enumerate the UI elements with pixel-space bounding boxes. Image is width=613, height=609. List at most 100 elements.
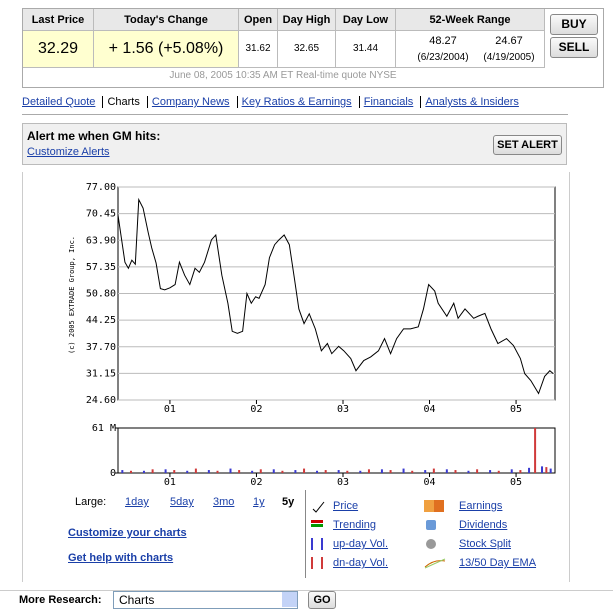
range-option[interactable]: 1y [253,496,265,508]
volume-bar [541,466,544,473]
timestamp: June 08, 2005 10:35 AM ET Real-time quot… [169,70,397,81]
copyright: (c) 2005 EXTRADE Group, Inc. [68,236,76,354]
volume-bar [337,470,340,473]
volume-bar [164,469,167,473]
alert-label: Alert me when GM hits: [27,129,161,143]
go-button[interactable]: GO [308,591,336,609]
open: 31.62 [239,31,278,67]
x-tick-label: 02 [250,404,262,415]
nav-link[interactable]: Financials [363,96,414,108]
day-high: 32.65 [278,31,336,67]
header: 52-Week Range [396,9,544,31]
divider [305,490,306,578]
legend-entry[interactable]: Earnings [459,500,503,512]
range-option[interactable]: 3mo [213,496,235,508]
header: Today's Change [94,9,239,31]
volume-bar [207,470,210,473]
customize-alerts[interactable]: Customize Alerts [27,146,110,158]
volume-bar [129,470,132,473]
legend-entry[interactable]: Price [333,500,359,512]
research-select[interactable]: Charts [113,591,298,609]
volume-bar [194,468,197,473]
x-tick-label: 05 [510,404,522,415]
nav: Detailed Quote Charts Company News Key R… [22,96,519,108]
legend-entry[interactable]: 13/50 Day EMA [459,557,537,569]
x-tick-label: 03 [337,477,349,488]
legend-entry[interactable]: up-day Vol. [333,538,389,550]
x-tick-label: 02 [250,477,262,488]
volume-bar [402,468,405,473]
y-tick-label: 70.45 [86,209,116,220]
volume-bar [281,470,284,473]
volume-bar [489,470,492,473]
nav-link[interactable]: Detailed Quote [22,96,96,108]
trending-icon [311,520,323,523]
legend-entry[interactable]: Trending [333,519,377,531]
legend-entry[interactable]: dn-day Vol. [333,557,389,569]
volume-bar [545,467,548,473]
plot-area [117,427,556,474]
volume-bar [238,470,241,473]
volume-bar [380,469,383,473]
split-icon [426,539,436,549]
buy-button[interactable]: BUY [550,14,598,35]
set-alert-button[interactable]: SET ALERT [493,135,562,155]
legend-entry[interactable]: Stock Split [459,538,511,550]
quote-table: Last Price Today's Change Open Day High … [23,9,545,68]
select-arrow[interactable] [282,592,297,607]
volume-bar [229,468,232,473]
volume-bar [389,470,392,473]
volume-bar [424,470,427,473]
volume-bar [346,470,349,473]
x-tick-label: 03 [337,404,349,415]
sell-button[interactable]: SELL [550,37,598,58]
y-tick-label: 77.00 [86,182,116,193]
y-tick-label: 24.60 [86,395,116,406]
alert-box: Alert me when GM hits: Customize Alerts … [22,123,567,165]
volume-bar [303,468,306,473]
up-vol-icon [311,538,323,550]
volume-bar [549,468,552,473]
volume-bar [411,470,414,473]
range-high: 48.27 [429,35,457,47]
y-tick-label: 37.70 [86,342,116,353]
range-current: 5y [282,496,295,508]
volume-bar [432,468,435,473]
y-tick-label: 50.80 [86,289,116,300]
quote-box [22,8,604,88]
help-link[interactable]: Get help with charts [68,552,174,564]
y-tick-label: 61 M [92,423,116,434]
nav-link[interactable]: Key Ratios & Earnings [241,96,352,108]
volume-bar [445,469,448,473]
price-icon [312,500,326,514]
x-tick-label: 04 [424,404,436,415]
y-tick-label: 0 [110,468,116,479]
x-tick-label: 04 [424,477,436,488]
y-tick-label: 63.90 [86,235,116,246]
volume-bar [454,470,457,473]
nav-link[interactable]: Company News [151,96,230,108]
volume-bar [151,469,154,473]
x-tick-label: 05 [510,477,522,488]
range-high-date: (6/23/2004) [417,52,469,63]
chart-frame [22,172,570,582]
earnings-icon [424,500,444,512]
nav-link[interactable]: Analysts & Insiders [425,96,519,108]
x-tick-label: 01 [164,477,176,488]
volume-bar [259,469,262,473]
help-link[interactable]: Customize your charts [68,527,187,539]
legend-entry[interactable]: Dividends [459,519,508,531]
range-option[interactable]: 5day [170,496,194,508]
volume-bar [216,470,219,473]
volume-bar [367,469,370,473]
ema-icon [424,557,446,569]
volume-bar [142,470,145,473]
range-option[interactable]: 1day [125,496,149,508]
volume-bar [359,470,362,473]
volume-bar [528,467,531,473]
volume-bar [324,470,327,473]
header: Day High [278,9,336,31]
header: Day Low [336,9,396,31]
